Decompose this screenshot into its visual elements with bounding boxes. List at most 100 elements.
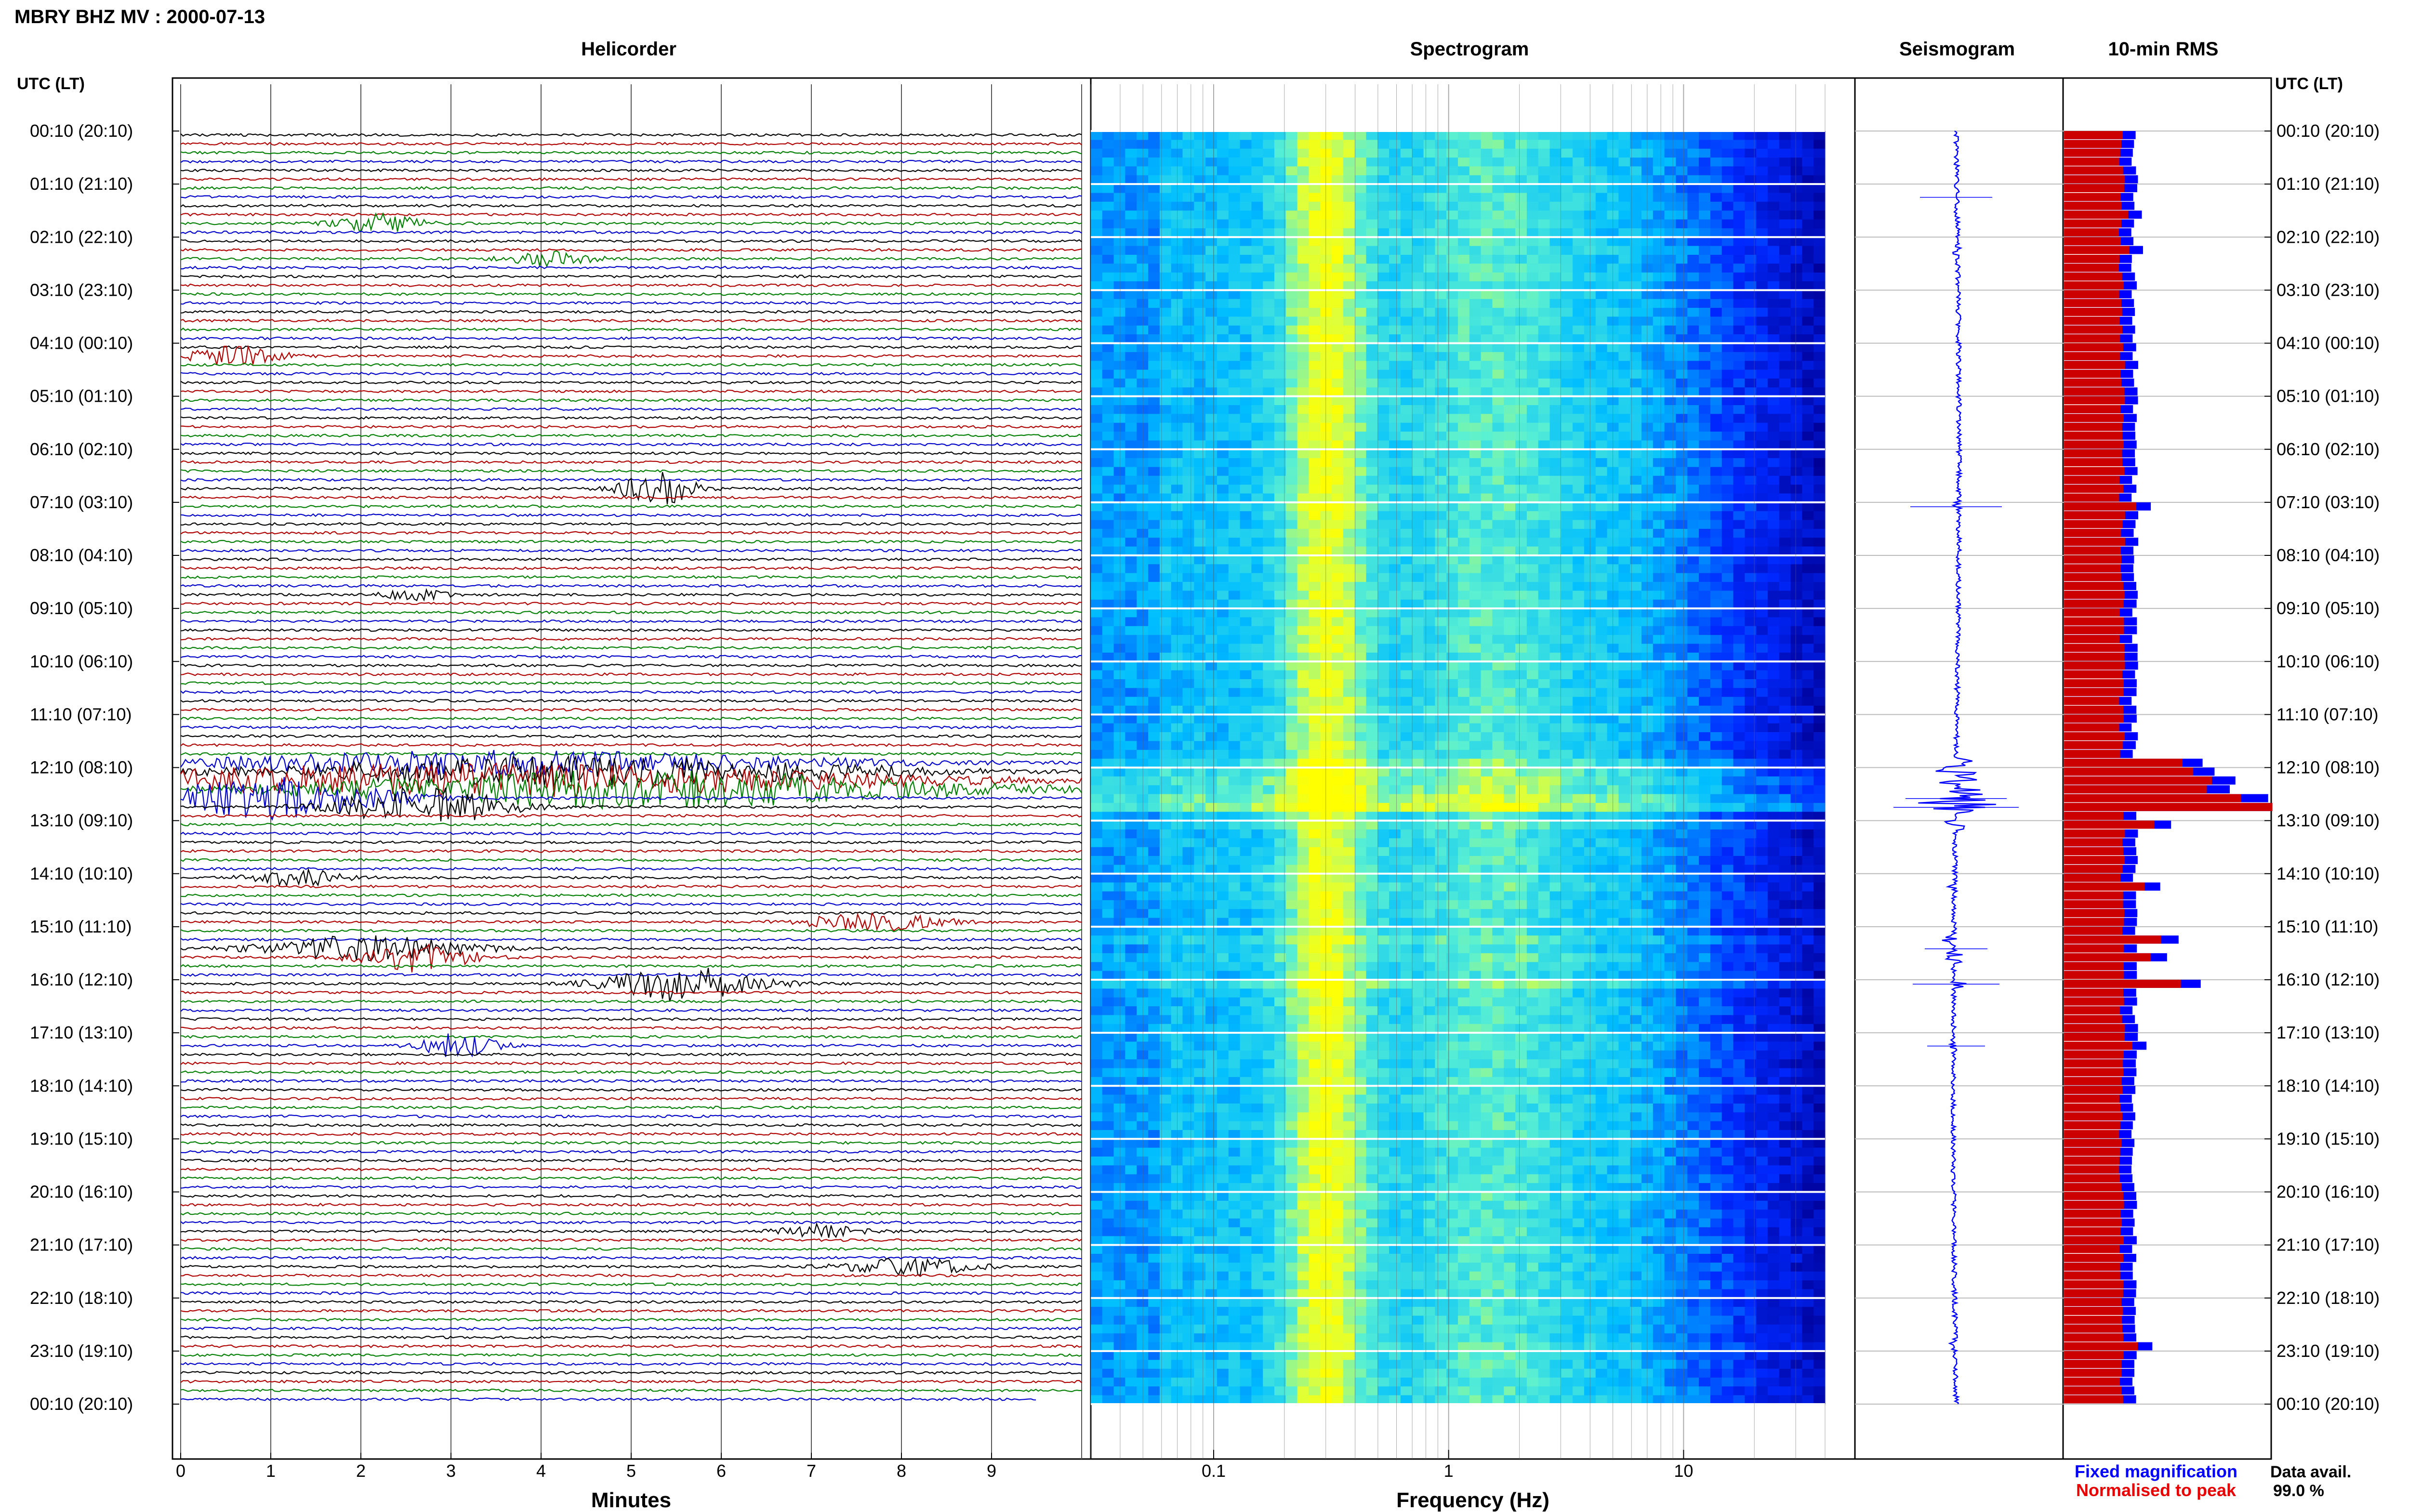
spectrogram-cell xyxy=(1205,414,1218,423)
spectrogram-cell xyxy=(1710,272,1722,282)
spectrogram-cell xyxy=(1802,749,1814,759)
spectrogram-cell xyxy=(1125,255,1137,264)
spectrogram-cell xyxy=(1721,369,1734,379)
spectrogram-cell xyxy=(1446,228,1458,237)
spectrogram-cell xyxy=(1745,422,1757,432)
spectrogram-cell xyxy=(1389,325,1401,335)
spectrogram-cell xyxy=(1699,776,1711,786)
spectrogram-cell xyxy=(1251,785,1263,794)
spectrogram-cell xyxy=(1354,652,1367,662)
spectrogram-cell xyxy=(1251,422,1263,432)
spectrogram-cell xyxy=(1332,210,1344,220)
spectrogram-cell xyxy=(1091,599,1103,609)
spectrogram-cell xyxy=(1366,432,1378,441)
spectrogram-cell xyxy=(1159,343,1172,353)
spectrogram-cell xyxy=(1802,369,1814,379)
spectrogram-cell xyxy=(1687,538,1699,547)
spectrogram-cell xyxy=(1492,263,1504,273)
spectrogram-cell xyxy=(1389,263,1401,273)
spectrogram-cell xyxy=(1182,759,1194,768)
spectrogram-cell xyxy=(1767,219,1780,229)
spectrogram-cell xyxy=(1389,749,1401,759)
spectrogram-cell xyxy=(1263,334,1275,343)
spectrogram-cell xyxy=(1102,538,1114,547)
spectrogram-cell xyxy=(1676,511,1688,520)
spectrogram-cell xyxy=(1481,440,1493,450)
spectrogram-cell xyxy=(1137,812,1149,821)
spectrogram-cell xyxy=(1813,432,1826,441)
spectrogram-cell xyxy=(1412,759,1424,768)
spectrogram-cell xyxy=(1251,228,1263,237)
spectrogram-cell xyxy=(1240,538,1252,547)
spectrogram-cell xyxy=(1366,670,1378,680)
spectrogram-cell xyxy=(1699,802,1711,812)
spectrogram-cell xyxy=(1561,661,1573,671)
spectrogram-cell xyxy=(1102,741,1114,750)
spectrogram-cell xyxy=(1148,334,1160,343)
spectrogram-cell xyxy=(1285,635,1298,644)
spectrogram-cell xyxy=(1676,706,1688,715)
spectrogram-cell xyxy=(1332,246,1344,255)
spectrogram-cell xyxy=(1412,158,1424,167)
spectrogram-cell xyxy=(1091,325,1103,335)
spectrogram-cell xyxy=(1469,485,1482,494)
spectrogram-cell xyxy=(1377,626,1390,635)
spectrogram-cell xyxy=(1332,432,1344,441)
spectrogram-cell xyxy=(1400,794,1413,803)
spectrogram-cell xyxy=(1320,414,1332,423)
spectrogram-cell xyxy=(1710,652,1722,662)
spectrogram-cell xyxy=(1595,422,1608,432)
spectrogram-cell xyxy=(1263,405,1275,414)
spectrogram-cell xyxy=(1733,679,1745,688)
spectrogram-cell xyxy=(1699,528,1711,538)
spectrogram-cell xyxy=(1435,644,1447,653)
spectrogram-cell xyxy=(1159,263,1172,273)
spectrogram-cell xyxy=(1538,228,1550,237)
spectrogram-cell xyxy=(1125,290,1137,300)
spectrogram-cell xyxy=(1297,219,1309,229)
spectrogram-cell xyxy=(1779,405,1791,414)
spectrogram-cell xyxy=(1137,714,1149,724)
spectrogram-cell xyxy=(1194,688,1206,697)
spectrogram-cell xyxy=(1813,591,1826,600)
spectrogram-cell xyxy=(1790,405,1802,414)
spectrogram-cell xyxy=(1676,334,1688,343)
spectrogram-cell xyxy=(1699,617,1711,627)
spectrogram-cell xyxy=(1699,343,1711,353)
spectrogram-cell xyxy=(1630,564,1642,574)
spectrogram-cell xyxy=(1194,449,1206,459)
spectrogram-cell xyxy=(1297,475,1309,485)
spectrogram-cell xyxy=(1182,378,1194,388)
spectrogram-cell xyxy=(1389,723,1401,733)
spectrogram-cell xyxy=(1194,475,1206,485)
spectrogram-cell xyxy=(1699,502,1711,512)
spectrogram-cell xyxy=(1767,688,1780,697)
spectrogram-cell xyxy=(1699,749,1711,759)
spectrogram-cell xyxy=(1366,626,1378,635)
spectrogram-cell xyxy=(1664,175,1676,184)
spectrogram-cell xyxy=(1446,582,1458,591)
spectrogram-cell xyxy=(1813,158,1826,167)
spectrogram-cell xyxy=(1332,582,1344,591)
spectrogram-cell xyxy=(1102,767,1114,777)
spectrogram-cell xyxy=(1756,166,1768,176)
spectrogram-cell xyxy=(1389,802,1401,812)
spectrogram-cell xyxy=(1549,131,1562,140)
spectrogram-cell xyxy=(1171,193,1183,202)
spectrogram-cell xyxy=(1320,449,1332,459)
spectrogram-cell xyxy=(1515,361,1527,370)
spectrogram-cell xyxy=(1423,520,1435,529)
spectrogram-cell xyxy=(1526,538,1539,547)
spectrogram-cell xyxy=(1710,697,1722,706)
spectrogram-cell xyxy=(1113,802,1125,812)
spectrogram-cell xyxy=(1148,201,1160,211)
spectrogram-cell xyxy=(1297,440,1309,450)
spectrogram-cell xyxy=(1194,485,1206,494)
spectrogram-cell xyxy=(1182,272,1194,282)
spectrogram-cell xyxy=(1538,706,1550,715)
spectrogram-cell xyxy=(1710,414,1722,423)
spectrogram-cell xyxy=(1343,538,1355,547)
spectrogram-cell xyxy=(1285,193,1298,202)
spectrogram-cell xyxy=(1699,573,1711,582)
spectrogram-cell xyxy=(1274,706,1286,715)
